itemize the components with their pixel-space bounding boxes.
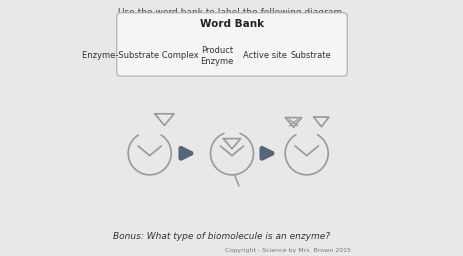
Text: Substrate: Substrate [289,51,330,60]
FancyBboxPatch shape [117,13,346,76]
Text: Active site: Active site [243,51,286,60]
Text: Word Bank: Word Bank [200,19,263,29]
Text: Product
Enzyme: Product Enzyme [200,46,233,66]
Text: Use the word bank to label the following diagram.: Use the word bank to label the following… [118,8,345,17]
Text: Copyright - Science by Mrs. Brown 2015: Copyright - Science by Mrs. Brown 2015 [225,248,350,253]
Text: Bonus: What type of biomolecule is an enzyme?: Bonus: What type of biomolecule is an en… [113,232,329,241]
Text: Enzyme-Substrate Complex: Enzyme-Substrate Complex [82,51,199,60]
